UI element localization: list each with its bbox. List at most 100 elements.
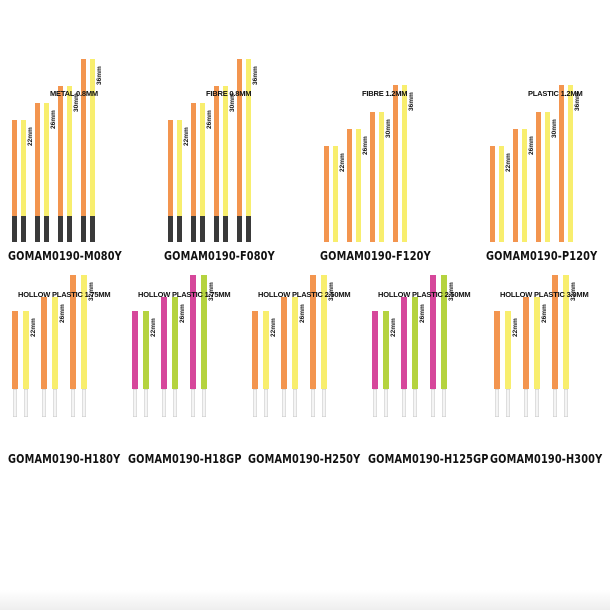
stick-orange [41, 296, 47, 389]
stick-orange [559, 85, 564, 242]
stick-orange [252, 310, 258, 389]
stick-yellow [333, 146, 338, 242]
length-label: 30mm [550, 118, 558, 138]
stick-magenta [372, 310, 378, 389]
tip-white [70, 389, 75, 417]
stick-yellow [67, 85, 72, 216]
panel-title: HOLLOW PLASTIC 1.75MM [18, 290, 111, 299]
stick-orange [35, 102, 40, 216]
tip-white [190, 389, 195, 417]
length-label: 26mm [540, 303, 548, 323]
length-label: 22mm [29, 318, 37, 337]
stick-yellow [200, 102, 205, 216]
bottom-fade [0, 590, 610, 610]
stick-yellow [246, 59, 251, 216]
stick-orange [214, 85, 219, 216]
product-code: GOMAM0190-F120Y [320, 248, 431, 263]
length-label: 22mm [149, 318, 157, 337]
tip-white [321, 389, 326, 417]
product-code: GOMAM0190-H18GP [128, 451, 242, 466]
tip-black [168, 216, 173, 242]
panel-title: HOLLOW PLASTIC 2.50MM [258, 290, 351, 299]
tip-white [52, 389, 57, 417]
product-code: GOMAM0190-F080Y [164, 248, 275, 263]
stick-orange [370, 111, 375, 242]
stick-green [143, 310, 149, 389]
stick-magenta [190, 275, 196, 389]
tip-black [177, 216, 182, 242]
tip-white [281, 389, 286, 417]
stick-yellow [534, 296, 540, 389]
tip-black [191, 216, 196, 242]
stick-yellow [21, 120, 26, 216]
tip-white [310, 389, 315, 417]
stick-yellow [44, 102, 49, 216]
stick-orange [58, 85, 63, 216]
panel-title: PLASTIC 1.2MM [528, 89, 583, 98]
panel-title: METAL 0.8MM [50, 89, 98, 98]
stick-orange [70, 275, 76, 389]
stick-yellow [545, 111, 550, 242]
length-label: 22mm [26, 127, 34, 147]
stick-yellow [522, 128, 527, 242]
stick-yellow [263, 310, 269, 389]
stick-orange [494, 310, 500, 389]
panel-title: HOLLOW PLASTIC 1.75MM [138, 290, 231, 299]
length-label: 36mm [95, 66, 103, 86]
stick-yellow [356, 128, 361, 242]
stick-green [172, 296, 178, 389]
stick-yellow [499, 146, 504, 242]
length-label: 22mm [511, 318, 519, 337]
tip-black [90, 216, 95, 242]
stick-orange [347, 128, 352, 242]
tip-white [494, 389, 499, 417]
length-label: 26mm [178, 303, 186, 323]
stick-yellow [52, 296, 58, 389]
tip-white [12, 389, 17, 417]
tip-black [35, 216, 40, 242]
stick-yellow [90, 59, 95, 216]
length-label: 22mm [182, 127, 190, 147]
stick-orange [523, 296, 529, 389]
tip-white [161, 389, 166, 417]
stick-green [383, 310, 389, 389]
stick-yellow [379, 111, 384, 242]
stick-green [412, 296, 418, 389]
length-label: 26mm [527, 136, 535, 155]
length-label: 26mm [298, 303, 306, 323]
tip-white [143, 389, 148, 417]
stick-yellow [81, 275, 87, 389]
tip-white [430, 389, 435, 417]
length-label: 26mm [205, 110, 213, 129]
stick-orange [324, 146, 329, 242]
stick-green [201, 275, 207, 389]
panel-title: FIBRE 0.8MM [206, 89, 252, 98]
tip-black [246, 216, 251, 242]
panel-title: FIBRE 1.2MM [362, 89, 408, 98]
tip-white [552, 389, 557, 417]
stick-orange [237, 59, 242, 216]
tip-black [12, 216, 17, 242]
tip-white [563, 389, 568, 417]
tip-white [81, 389, 86, 417]
tip-white [401, 389, 406, 417]
length-label: 36mm [407, 92, 415, 112]
product-code: GOMAM0190-H180Y [8, 451, 121, 466]
tip-white [292, 389, 297, 417]
stick-orange [490, 146, 495, 242]
length-label: 22mm [504, 153, 512, 173]
length-label: 22mm [389, 318, 397, 337]
tip-black [223, 216, 228, 242]
stick-magenta [430, 275, 436, 389]
length-label: 30mm [384, 118, 392, 138]
stick-yellow [292, 296, 298, 389]
stick-orange [281, 296, 287, 389]
stick-yellow [177, 120, 182, 216]
stick-orange [552, 275, 558, 389]
tip-black [58, 216, 63, 242]
tip-white [252, 389, 257, 417]
stick-orange [12, 310, 18, 389]
tip-white [23, 389, 28, 417]
tip-black [214, 216, 219, 242]
tip-black [67, 216, 72, 242]
